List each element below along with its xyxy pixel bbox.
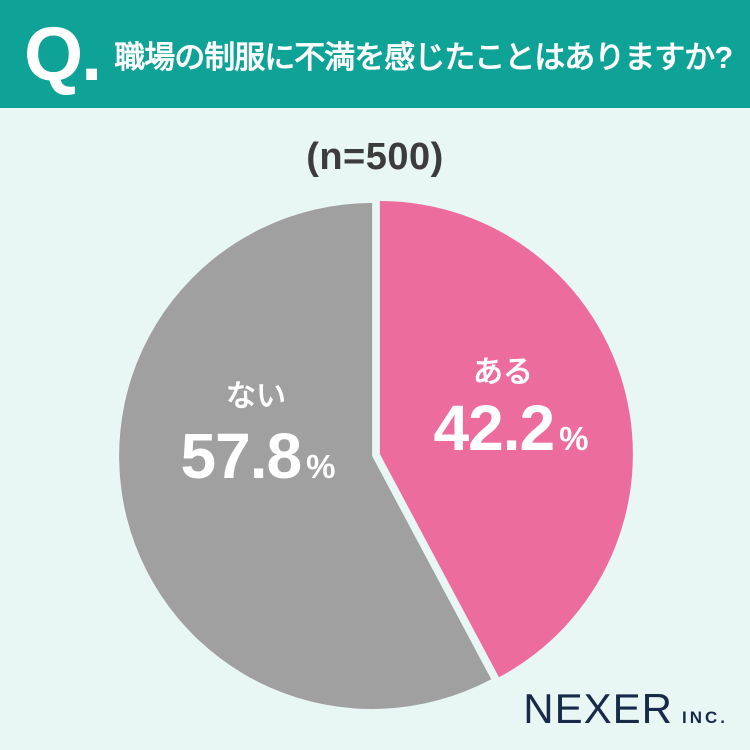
slice-label-nai: ない [226, 380, 286, 413]
nexer-logo: NEXER INC. [523, 688, 728, 730]
sample-size-label: (n=500) [306, 136, 444, 178]
q-mark: Q. [24, 11, 102, 97]
percent-sign-nai: % [306, 448, 336, 485]
pie-slice-nai [119, 202, 492, 709]
percent-sign-aru: % [559, 420, 589, 457]
question-header: Q. 職場の制服に不満を感じたことはありますか? [0, 0, 750, 108]
slice-label-aru: ある [473, 356, 533, 389]
nexer-logo-text: NEXER [523, 685, 673, 732]
slice-percentage-nai: 57.8 [180, 420, 303, 492]
slice-value-aru: 42.2 % [434, 396, 589, 460]
question-title: 職場の制服に不満を感じたことはありますか? [114, 39, 733, 75]
slice-percentage-aru: 42.2 [433, 392, 556, 464]
nexer-logo-suffix: INC. [682, 708, 728, 727]
slice-value-nai: 57.8 % [181, 424, 336, 488]
pie-slice-aru [379, 201, 633, 678]
